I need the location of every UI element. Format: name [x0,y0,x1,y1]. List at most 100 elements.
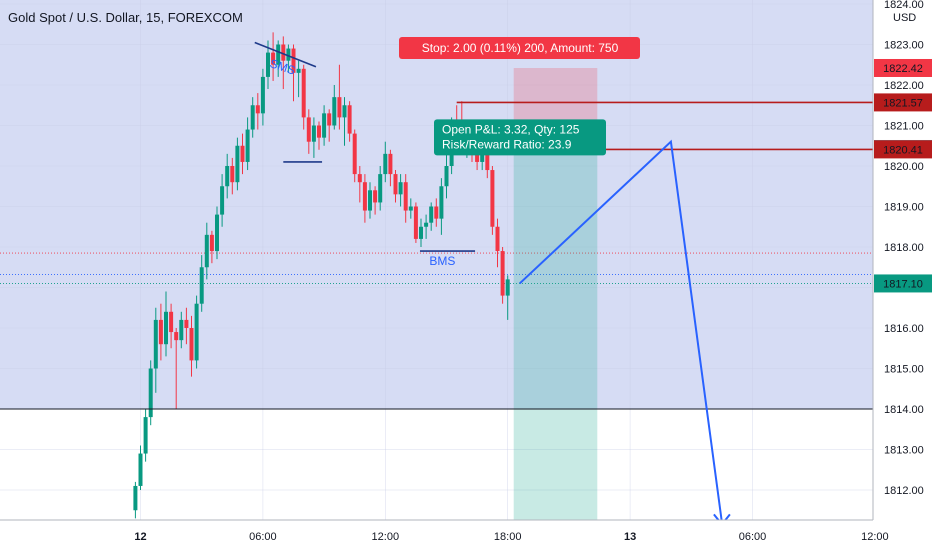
y-tick-label: 1820.00 [884,161,924,173]
candle-body [271,52,276,65]
stop-label-box [399,36,640,59]
price-label-box [874,58,932,77]
candle-body [352,133,357,175]
candle-body [419,226,423,239]
bms-label: BMS [429,254,455,268]
candle-body [337,97,342,118]
candle-body [276,44,281,65]
candle-body [235,145,240,183]
price-label: 1820.41 [883,144,923,156]
candle-body [286,48,291,61]
candle-body [266,52,270,77]
candle-body [357,174,362,183]
price-label-box [874,274,932,293]
candle-body [158,319,163,345]
x-tick-label: 12:00 [861,531,889,543]
candle-body [311,125,316,142]
currency-label: USD [893,12,916,24]
x-tick-label: 18:00 [494,531,522,543]
x-tick-label: 12:00 [372,531,400,543]
candle-body [225,166,230,187]
candles-layer [133,32,510,519]
candle-body [500,251,505,296]
y-tick-label: 1821.00 [884,121,924,133]
pnl-label-line2: Risk/Reward Ratio: 23.9 [442,137,572,151]
candle-body [444,166,449,187]
candle-body [179,319,184,341]
candle-body [327,113,332,126]
candle-body [388,153,393,175]
candle-body [373,190,378,203]
candle-body [347,105,352,134]
sms-line [254,41,317,68]
position-tool[interactable] [513,67,598,550]
candle-body [332,97,337,126]
position-target-zone [513,149,598,550]
y-tick-label: 1818.00 [884,242,924,254]
candle-body [138,453,143,486]
candle-body [296,68,301,73]
candle-body [317,125,321,138]
price-label: 1817.10 [883,278,923,290]
candle-body [475,149,480,162]
y-tick-label: 1815.00 [884,364,924,376]
candle-body [250,105,255,130]
candle-body [143,417,148,454]
candle-body [133,485,138,511]
candle-body [378,174,383,203]
candle-body [485,141,490,171]
candle-body [148,368,153,418]
y-tick-label: 1812.00 [884,485,924,497]
price-label-box [874,93,932,112]
x-tick-label: 06:00 [739,531,767,543]
candle-body [204,234,209,268]
candle-body [174,332,179,341]
candle-body [281,44,286,61]
candle-body [322,113,327,138]
candle-body [164,311,168,345]
candle-body [260,76,265,114]
candle-body [495,226,500,252]
candle-body [403,182,408,211]
candle-body [245,129,250,162]
candle-body [209,234,214,252]
candle-body [413,206,418,239]
pnl-label-line1: Open P&L: 3.32, Qty: 125 [442,122,580,136]
price-label-box [874,140,932,159]
candle-body [220,186,225,215]
y-tick-label: 1814.00 [884,404,924,416]
candle-body [429,206,434,223]
projection-path [519,139,723,523]
x-tick-label: 13 [624,531,636,543]
candle-body [383,153,388,175]
price-label: 1821.57 [883,97,923,109]
pnl-label-box [434,119,606,156]
price-label: 1822.42 [883,63,923,75]
candle-body [505,279,510,296]
candle-body [215,214,219,252]
candle-body [490,170,495,227]
time-axis-bg [0,520,932,550]
candle-body [434,206,439,219]
candle-body [408,206,413,211]
candle-body [255,105,260,114]
y-tick-label: 1823.00 [884,40,924,52]
candle-body [184,319,189,328]
candle-body [306,117,311,142]
candle-body [362,182,367,211]
candle-body [342,105,347,118]
x-tick-label: 06:00 [249,531,277,543]
candle-body [199,267,204,304]
candle-body [398,182,403,195]
candle-body [153,319,158,369]
candle-body [368,190,372,211]
candle-body [439,186,444,219]
y-tick-label: 1816.00 [884,323,924,335]
y-tick-label: 1813.00 [884,445,924,457]
y-tick-label: 1822.00 [884,80,924,92]
chart-title: Gold Spot / U.S. Dollar, 15, FOREXCOM [8,10,243,25]
candle-body [424,222,429,227]
